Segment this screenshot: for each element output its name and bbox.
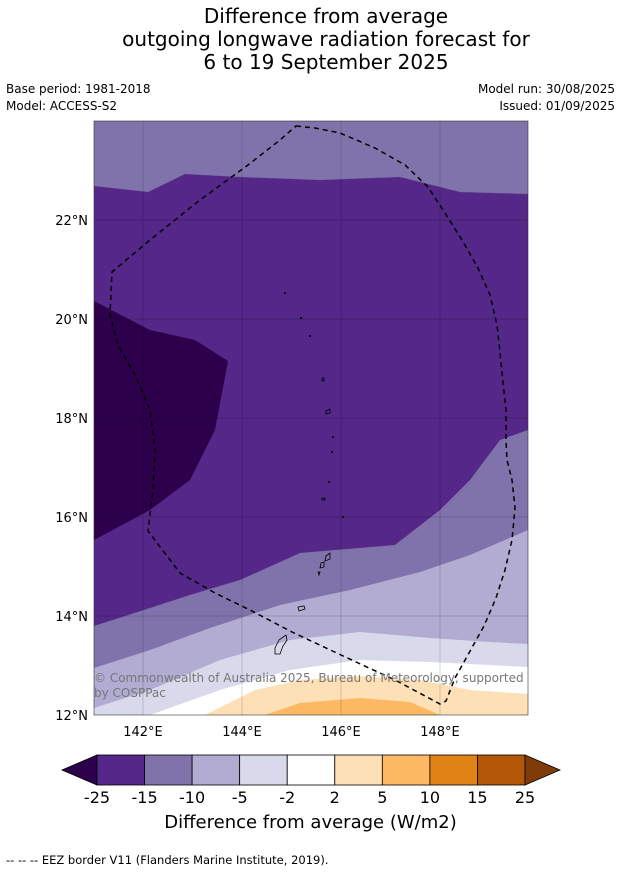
base-period: Base period: 1981-2018 — [6, 82, 151, 96]
tinian-island — [319, 561, 325, 569]
lon-axis-labels: 142°E 144°E 146°E 148°E — [123, 725, 460, 740]
colorbar-tick-label: 2 — [330, 788, 340, 807]
colorbar-tick-label: -15 — [131, 788, 157, 807]
island-pagan — [325, 408, 331, 415]
lat-axis-labels: 22°N 20°N 18°N 16°N 14°N 12°N — [55, 214, 88, 724]
guam-island — [274, 634, 288, 655]
colorbar-swatch — [286, 754, 336, 786]
lat-label-22n: 22°N — [55, 214, 88, 229]
map-frame — [93, 120, 529, 716]
colorbar-tick-label: -10 — [179, 788, 205, 807]
colorbar-swatch — [334, 754, 383, 786]
lon-label-148e: 148°E — [420, 725, 460, 740]
title-line-2: outgoing longwave radiation forecast for — [122, 27, 530, 51]
colorbar-tick-label: 10 — [420, 788, 440, 807]
island-agrihan — [321, 377, 325, 382]
band-2-to-5 — [205, 676, 528, 715]
island-farallon-de-pajaros — [284, 292, 286, 294]
lon-label-146e: 146°E — [321, 725, 361, 740]
contour-lines — [94, 173, 528, 627]
eez-footnote: -- -- -- EEZ border V11 (Flanders Marine… — [6, 853, 329, 867]
lon-label-142e: 142°E — [123, 725, 163, 740]
colorbar-extend-high — [524, 754, 562, 786]
title-line-3: 6 to 19 September 2025 — [203, 50, 449, 74]
colorbar: -25 -15 -10 -5 -2 2 5 10 15 25 — [60, 754, 562, 807]
model-run: Model run: 30/08/2025 — [477, 82, 615, 96]
aguijan-island — [317, 571, 321, 577]
colorbar-swatch — [144, 754, 193, 786]
band-below-minus-25 — [94, 301, 228, 540]
colorbar-swatch — [477, 754, 526, 786]
map-title: Difference from average outgoing longwav… — [0, 5, 621, 74]
saipan-island — [324, 552, 331, 562]
lat-label-18n: 18°N — [55, 412, 88, 427]
issued-date: Issued: 01/09/2025 — [499, 99, 615, 113]
island-guguan — [331, 451, 333, 453]
lat-label-12n: 12°N — [55, 709, 88, 724]
lat-label-16n: 16°N — [55, 511, 88, 526]
anomaly-field — [94, 121, 528, 715]
lat-label-20n: 20°N — [55, 313, 88, 328]
rota-island — [297, 605, 306, 612]
island-asuncion — [309, 335, 311, 337]
colorbar-swatch — [429, 754, 478, 786]
graticule — [94, 121, 528, 715]
island-maug — [300, 317, 302, 319]
colorbar-tick-label: 25 — [515, 788, 535, 807]
title-line-1: Difference from average — [203, 4, 449, 28]
band-5-to-10 — [265, 698, 440, 715]
island-sarigan — [328, 481, 330, 483]
colorbar-extend-low — [60, 754, 98, 786]
islands — [274, 377, 331, 655]
island-alamagan — [332, 436, 334, 438]
meta-left: Base period: 1981-2018 Model: ACCESS-S2 — [6, 81, 151, 115]
colorbar-tick-label: -25 — [84, 788, 110, 807]
colorbar-tick-label: -2 — [279, 788, 295, 807]
lon-label-144e: 144°E — [222, 725, 262, 740]
colorbar-tick-label: 15 — [467, 788, 487, 807]
eez-border-line — [109, 125, 516, 705]
colorbar-swatch — [191, 754, 241, 786]
colorbar-tick-label: 5 — [377, 788, 387, 807]
colorbar-swatch — [96, 754, 145, 786]
meta-right: Model run: 30/08/2025 Issued: 01/09/2025 — [478, 81, 615, 115]
small-islands — [284, 292, 344, 518]
copyright-credit: © Commonwealth of Australia 2025, Bureau… — [94, 671, 524, 700]
model-name: Model: ACCESS-S2 — [6, 99, 118, 113]
colorbar-label: Difference from average (W/m2) — [164, 812, 457, 833]
lat-label-14n: 14°N — [55, 610, 88, 625]
island-farallon-de-medinilla — [342, 516, 344, 518]
band-minus-25-to-minus-15 — [94, 174, 528, 626]
colorbar-tick-label: -5 — [232, 788, 248, 807]
island-anatahan — [321, 497, 326, 501]
colorbar-swatch — [239, 754, 288, 786]
colorbar-swatch — [381, 754, 431, 786]
